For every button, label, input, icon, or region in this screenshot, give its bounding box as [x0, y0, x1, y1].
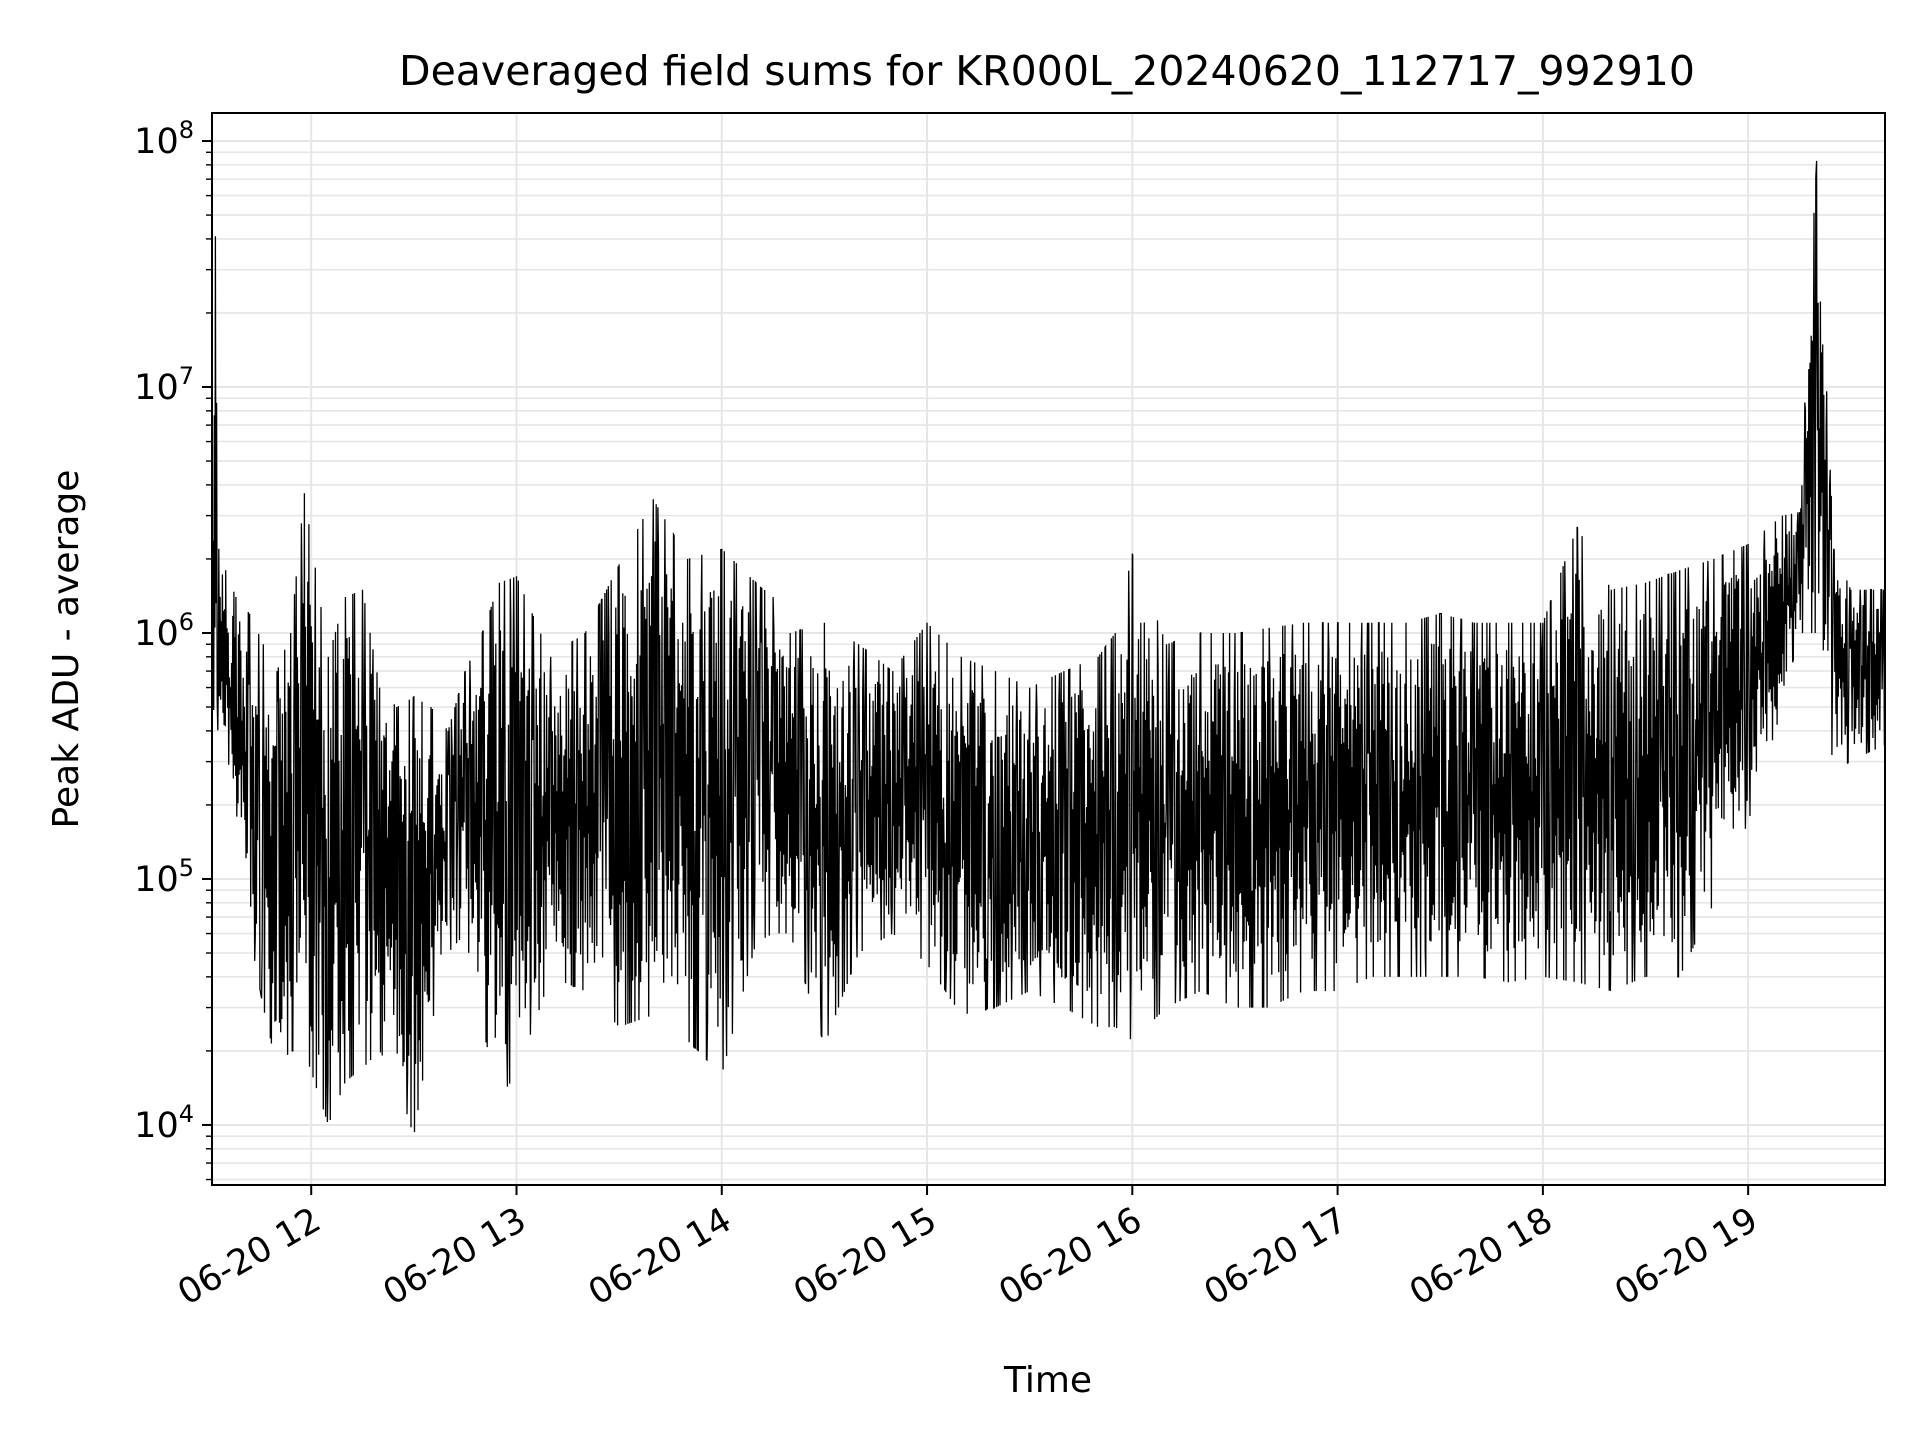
x-tick-label: 06-20 14: [582, 1200, 738, 1313]
x-tick-label: 06-20 18: [1403, 1200, 1559, 1313]
chart-title: Deaveraged field sums for KR000L_2024062…: [399, 47, 1695, 95]
y-tick-label: 106: [134, 608, 194, 654]
y-tick-label: 108: [134, 116, 194, 162]
x-tick-label: 06-20 19: [1608, 1200, 1764, 1313]
plot-frame: [211, 112, 1886, 1186]
x-tick-label: 06-20 12: [171, 1200, 327, 1313]
series-line: [211, 160, 1886, 1133]
x-tick-label: 06-20 17: [1198, 1200, 1354, 1313]
y-axis-label: Peak ADU - average: [46, 470, 87, 829]
y-axis: 104 105 106 107 108: [134, 116, 212, 1181]
y-tick-label: 107: [134, 362, 194, 408]
x-axis: 06-20 12 06-20 13 06-20 14 06-20 15 06-20 16…: [171, 1185, 1765, 1313]
x-tick-label: 06-20 16: [993, 1200, 1149, 1313]
x-tick-label: 06-20 13: [377, 1200, 533, 1313]
series-path: [211, 160, 1886, 1133]
grid-major: [212, 113, 1885, 1185]
x-axis-label: Time: [1003, 1360, 1092, 1401]
y-tick-label: 104: [134, 1100, 194, 1146]
y-tick-label: 105: [134, 854, 194, 900]
x-tick-label: 06-20 15: [787, 1200, 943, 1313]
